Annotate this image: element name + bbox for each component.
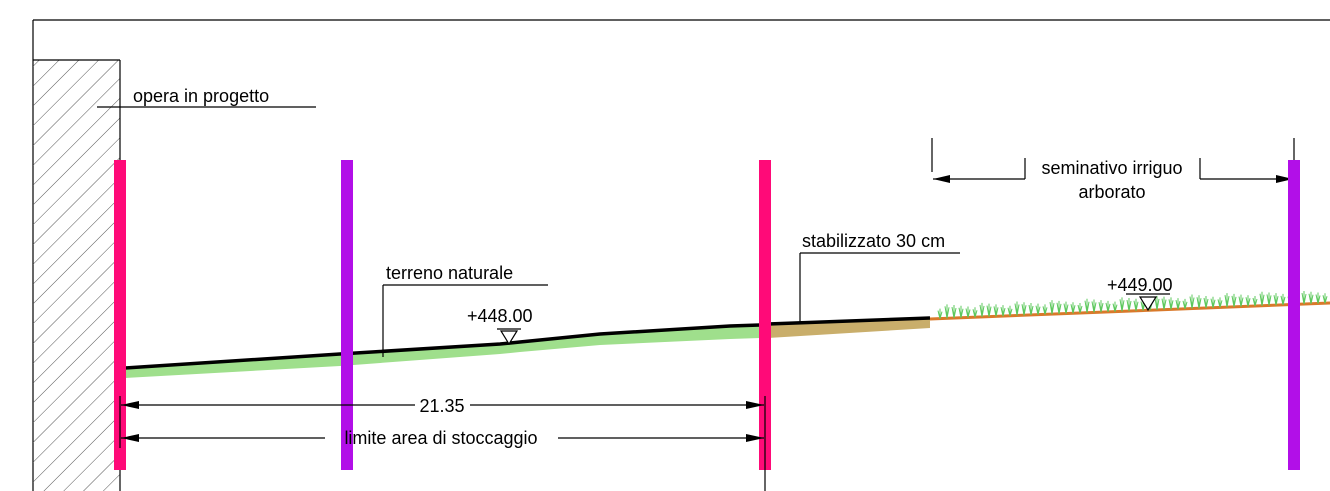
grass-blade (995, 307, 999, 317)
stabilized-label: stabilizzato 30 cm (802, 231, 945, 251)
grass-blade (974, 310, 978, 318)
grass-blade (1310, 294, 1314, 304)
grass-blade (1261, 294, 1265, 306)
grass-blade (988, 306, 992, 317)
grass-blade (1198, 298, 1202, 309)
grass-blade (1086, 301, 1090, 313)
elevation-449-label: +449.00 (1107, 275, 1173, 295)
crop-field-ground (929, 290, 1330, 321)
natural-ground (124, 323, 761, 378)
grass-blade (1044, 307, 1048, 315)
dimension-21-35: 21.35 (119, 396, 766, 491)
elevation-marker-449: +449.00 (1107, 275, 1173, 312)
grass-blade (1016, 304, 1020, 316)
crop-area-dimension: seminativo irriguo arborato (931, 138, 1295, 202)
grass-blade (1065, 304, 1069, 314)
grass-blade (1282, 296, 1286, 306)
grass-blade (939, 311, 943, 319)
grass-blade (1254, 298, 1258, 307)
grass-blade (1268, 295, 1272, 306)
building-label: opera in progetto (133, 86, 269, 106)
elevation-marker-448: +448.00 (467, 306, 533, 346)
grass-blade (946, 307, 950, 319)
grass-blade (1191, 297, 1195, 309)
grass-blade (1184, 301, 1188, 309)
grass-blade (1317, 295, 1321, 304)
grass-blade (1100, 303, 1104, 313)
grass-blade (1324, 296, 1328, 304)
grass-blade (1233, 296, 1237, 307)
grass-blade (1135, 301, 1139, 311)
grass-blade (1303, 293, 1307, 305)
grass-blade (1121, 300, 1125, 312)
grass-blade (1205, 298, 1209, 309)
poles (114, 160, 1300, 470)
storage-limit-label: limite area di stoccaggio (344, 428, 537, 448)
grass-blade (967, 309, 971, 318)
grass-blade (1212, 299, 1216, 308)
grass-blade (1163, 299, 1167, 310)
pole-magenta-right (759, 160, 771, 470)
grass-blade (1093, 302, 1097, 313)
grass-blade (1240, 297, 1244, 307)
grass-blade (1002, 307, 1006, 317)
grass-blade (1058, 303, 1062, 314)
dimension-21-35-label: 21.35 (419, 396, 464, 416)
grass-blade (1219, 300, 1223, 308)
grass-blade (981, 305, 985, 318)
crop-label-line2: arborato (1078, 182, 1145, 202)
grass-blade (1247, 298, 1251, 307)
grass-blade (1275, 296, 1279, 306)
grass-tufts (937, 290, 1328, 319)
storage-limit-dimension: limite area di stoccaggio (121, 428, 764, 448)
grass-blade (1128, 300, 1132, 312)
crop-label-line1: seminativo irriguo (1041, 158, 1182, 178)
elevation-448-label: +448.00 (467, 306, 533, 326)
grass-blade (1009, 308, 1013, 316)
grass-blade (1072, 305, 1076, 314)
grass-blade (953, 307, 957, 319)
grass-blade (1114, 304, 1118, 312)
grass-blade (1170, 300, 1174, 310)
pole-magenta-left (114, 160, 126, 470)
stabilized-layer (767, 316, 931, 338)
grass-blade (1079, 305, 1083, 314)
grass-blade (1051, 303, 1055, 315)
natural-ground-label: terreno naturale (386, 263, 513, 283)
stabilized-annotation: stabilizzato 30 cm (799, 231, 960, 324)
grass-blade (1177, 300, 1181, 310)
grass-blade (1030, 305, 1034, 316)
building-annotation: opera in progetto (97, 86, 316, 108)
pole-purple-left (341, 160, 353, 470)
grass-blade (1037, 306, 1041, 315)
pole-purple-right (1288, 160, 1300, 470)
grass-blade (960, 308, 964, 318)
grass-blade (1107, 303, 1111, 313)
building-wall (33, 59, 121, 491)
grass-blade (1156, 298, 1160, 311)
grass-blade (1226, 296, 1230, 308)
grass-blade (1023, 305, 1027, 316)
natural-ground-annotation: terreno naturale (382, 263, 548, 357)
